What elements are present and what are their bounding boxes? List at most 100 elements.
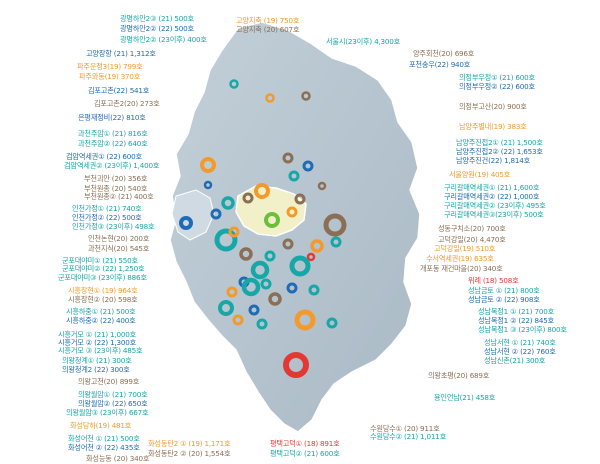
- site-label: 고덕강일(20) 4,470호: [438, 235, 506, 244]
- site-label: 군포대야미③ (23이후) 886호: [58, 273, 147, 282]
- site-label: 광명하안2② (23이후) 400호: [120, 35, 207, 44]
- site-label: 광명하안2③ (21) 500호: [120, 14, 194, 23]
- marker-teal: [256, 318, 268, 330]
- site-label: 의왕월암① (21) 700호: [78, 390, 148, 399]
- site-label: 화성당하(19) 481호: [70, 421, 132, 430]
- marker-brown: [268, 292, 282, 306]
- site-label: 의정부고산(20) 900호: [459, 102, 527, 111]
- marker-teal: [229, 79, 239, 89]
- marker-blue: [203, 180, 213, 190]
- site-label: 용인언남(21) 458호: [434, 393, 496, 402]
- marker-orange: [294, 309, 316, 331]
- site-label: 개포동 재건마을(20) 340호: [420, 264, 503, 273]
- marker-orange: [286, 206, 298, 218]
- site-label: 의왕월암② (22) 650호: [78, 399, 148, 408]
- site-label: 은평재정비(22) 810호: [78, 113, 146, 122]
- marker-teal: [308, 284, 320, 296]
- site-label: 성남금토 ① (21) 800호: [468, 286, 540, 295]
- marker-brown: [301, 91, 311, 101]
- site-label: 화성능동 (20) 340호: [86, 454, 150, 463]
- site-label: 위례 (18) 508호: [468, 276, 519, 285]
- marker-teal: [326, 317, 338, 329]
- site-label: 성남서현 ① (21) 740호: [484, 338, 556, 347]
- marker-brown: [323, 213, 347, 237]
- site-label: 의왕월암③ (23이후) 667호: [66, 408, 149, 417]
- site-label: 시흥하중① (21) 500호: [66, 307, 136, 316]
- marker-orange: [254, 183, 270, 199]
- marker-brown: [282, 152, 294, 164]
- site-label: 인천논현(20) 200호: [88, 234, 150, 243]
- site-label: 인천가정③ (23이후) 498호: [72, 222, 155, 231]
- marker-teal: [250, 260, 270, 280]
- site-label: 성남서현 ② (22) 760호: [484, 347, 556, 356]
- site-label: 시흥거모 ③ (23이후) 485호: [58, 346, 143, 355]
- site-label: 인천가정② (22) 500호: [72, 213, 142, 222]
- marker-teal: [330, 236, 342, 248]
- marker-orange: [226, 286, 238, 298]
- marker-brown: [239, 247, 253, 261]
- marker-orange: [228, 226, 240, 238]
- site-label: 의왕초평(20) 689호: [428, 371, 490, 380]
- marker-teal: [218, 300, 234, 316]
- site-label: 남양주별내(19) 383호: [459, 122, 527, 131]
- map-markers: [179, 79, 347, 378]
- site-label: 고양지축 (19) 750호: [236, 16, 300, 25]
- site-label: 광명하안2② (22) 500호: [120, 24, 194, 33]
- site-label: 구리갈매역세권② (22) 1,000호: [444, 192, 540, 201]
- site-label: 의정부우정② (22) 600호: [459, 82, 535, 91]
- marker-blue: [286, 282, 298, 294]
- site-label: 서울양원(19) 405호: [449, 170, 511, 179]
- marker-red: [306, 252, 316, 262]
- site-label: 군포대야미① (21) 550호: [62, 256, 138, 265]
- site-label: 파주운정3(19) 799호: [77, 62, 143, 71]
- site-label: 시흥거모 ② (22) 1,300호: [58, 338, 137, 347]
- site-label: 성남복정1 ③ (23이후) 800호: [478, 325, 567, 334]
- site-label: 평택고덕① (18) 891호: [270, 439, 340, 448]
- site-label: 평택고덕② (21) 600호: [270, 449, 340, 458]
- site-label: 파주와동(19) 370호: [79, 72, 141, 81]
- marker-orange: [265, 93, 275, 103]
- site-label: 성남신촌(21) 300호: [484, 356, 546, 365]
- site-label: 김포고촌2(20) 273호: [94, 99, 160, 108]
- site-label: 포천송우(22) 940호: [409, 60, 471, 69]
- marker-blue: [210, 208, 222, 220]
- site-label: 구리갈매역세권③(23이후) 500호: [444, 210, 544, 219]
- site-label: 검암역세권① (22) 600호: [66, 152, 142, 161]
- marker-brown: [294, 193, 306, 205]
- marker-orange: [232, 314, 244, 326]
- site-label: 구리갈매역세권② (23이후) 495호: [444, 201, 546, 210]
- site-label: 시흥거모 ① (21) 1,000호: [58, 330, 137, 339]
- marker-orange: [200, 157, 216, 173]
- marker-teal: [288, 170, 300, 182]
- marker-blue: [302, 160, 314, 172]
- site-label: 고양지축 (20) 607호: [236, 25, 300, 34]
- site-label: 부천원종 (20) 540호: [84, 184, 148, 193]
- site-label: 남양주진접2① (21) 1,500호: [456, 138, 543, 147]
- site-label: 양주회천(20) 696호: [413, 49, 475, 58]
- site-label: 과천주암① (21) 816호: [78, 129, 148, 138]
- site-label: 고덕강일(19) 510호: [434, 244, 496, 253]
- site-label: 화성동탄2 ② (20) 1,554호: [148, 449, 231, 458]
- site-label: 성동구치소(20) 700호: [438, 224, 506, 233]
- site-label: 수원당수① (20) 911호: [370, 424, 440, 433]
- site-label: 수원당수② (21) 1,011호: [370, 432, 447, 441]
- site-label: 시흥장현② (20) 598호: [68, 295, 138, 304]
- marker-brown: [282, 238, 294, 250]
- site-label: 부천원종② (21) 400호: [84, 192, 154, 201]
- marker-red: [283, 352, 309, 378]
- site-label: 남양주진건(22) 1,814호: [456, 156, 531, 165]
- site-label: 의왕고천(20) 899호: [78, 377, 140, 386]
- seoul-shape: [235, 185, 307, 237]
- marker-teal: [214, 228, 238, 252]
- site-label: 성남복정1 ① (21) 700호: [478, 307, 555, 316]
- site-label: 수서역세권(19) 635호: [426, 254, 494, 263]
- site-label: 시흥하중② (22) 400호: [66, 316, 136, 325]
- site-label: 화성어천 ② (22) 435호: [68, 443, 140, 452]
- site-label: 부천괴안 (20) 356호: [84, 174, 148, 183]
- site-label: 인천가정① (21) 740호: [72, 204, 142, 213]
- marker-blue: [248, 304, 260, 316]
- site-label: 검암역세권② (23이후) 1,400호: [64, 161, 160, 170]
- site-label: 화성동탄2 ① (19) 1,171호: [148, 439, 231, 448]
- marker-teal: [264, 250, 276, 262]
